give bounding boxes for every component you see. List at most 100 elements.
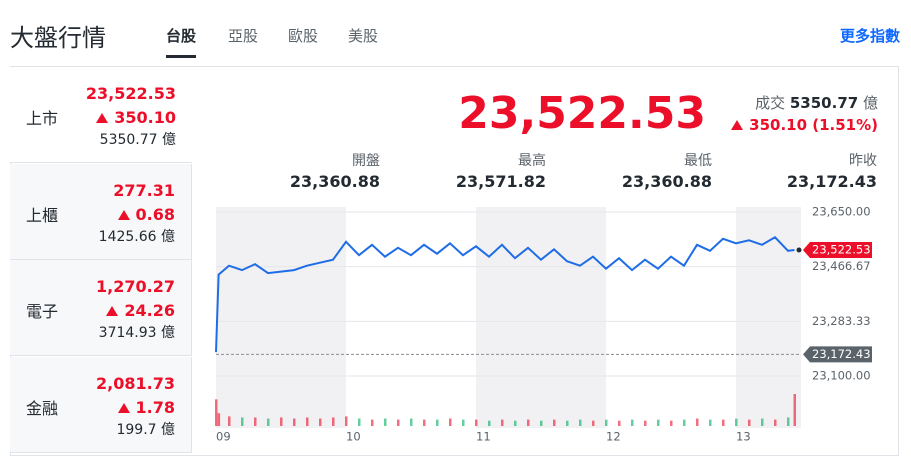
x-tick-label: 11 (476, 430, 491, 444)
volume-bar (748, 419, 751, 426)
y-tick-label: 23,283.33 (812, 314, 871, 328)
volume-bar (384, 418, 387, 426)
up-icon (96, 113, 109, 123)
session-band (216, 207, 346, 428)
change-text: 24.26 (124, 301, 175, 320)
x-tick-label: 10 (346, 430, 361, 444)
volume-bar (241, 417, 244, 426)
volume-bar (657, 419, 660, 426)
page-title: 大盤行情 (10, 24, 106, 52)
stat-value: 23,360.88 (621, 172, 712, 191)
quote-turnover: 成交 5350.77 億 (755, 92, 878, 113)
volume-bar (540, 420, 543, 426)
up-icon (106, 306, 119, 316)
volume-bar (228, 416, 231, 426)
volume-bar (696, 418, 699, 426)
reference-tag (803, 346, 872, 363)
volume-bar (787, 417, 790, 426)
volume-bar (280, 417, 283, 426)
session-band (736, 207, 801, 428)
up-icon (117, 209, 130, 220)
volume-bar (735, 418, 738, 426)
quote-change: 350.10 (1.51%) (731, 116, 878, 134)
item-price: 277.31 (113, 180, 175, 200)
volume-bar (462, 419, 465, 426)
volume-bar (345, 416, 348, 426)
quote-price: 23,522.53 (458, 88, 706, 139)
sidebar-item[interactable]: 上櫃 277.31 0.68 1425.66 億 (10, 163, 192, 260)
volume-bar (683, 419, 686, 426)
volume-bar (449, 418, 452, 426)
item-name: 金融 (26, 398, 59, 418)
session-band (476, 207, 606, 428)
volume-bar (358, 418, 361, 426)
up-icon (731, 120, 744, 130)
price-line (215, 236, 795, 353)
volume-bar (293, 418, 296, 426)
volume-bar (579, 419, 582, 426)
volume-bar (371, 419, 374, 426)
more-link[interactable]: 更多指數 (839, 27, 900, 45)
turnover-value: 5350.77 (789, 94, 859, 112)
change-text: 0.68 (135, 204, 175, 224)
volume-bar (644, 420, 647, 426)
tab[interactable]: 歐股 (288, 27, 319, 45)
last-price-label: 23,522.53 (812, 243, 871, 257)
stat-label: 開盤 (352, 153, 380, 169)
volume-bar (501, 419, 504, 426)
volume-bar (527, 419, 530, 426)
volume-bar (488, 420, 491, 426)
volume-bar (475, 419, 478, 426)
tab[interactable]: 美股 (348, 27, 379, 45)
y-tick-label: 23,466.67 (812, 259, 871, 273)
stat-value: 23,571.82 (455, 172, 546, 191)
stat-label: 昨收 (849, 153, 877, 169)
volume-bar (267, 418, 270, 426)
volume-bar (215, 399, 218, 426)
x-tick-label: 12 (606, 430, 621, 444)
y-tick-label: 23,100.00 (812, 369, 871, 383)
change-text: 350.10 (1.51%) (749, 116, 878, 134)
up-icon (117, 402, 130, 413)
volume-bar (410, 418, 413, 426)
volume-bar (631, 419, 634, 426)
item-change: 1.78 (117, 398, 175, 417)
sidebar-item[interactable]: 電子 1,270.27 24.26 3714.93 億 (10, 260, 192, 356)
item-turnover: 3714.93 億 (98, 325, 175, 341)
item-name: 電子 (26, 302, 59, 321)
volume-bar (423, 419, 426, 426)
y-tick-label: 23,650.00 (812, 205, 871, 219)
volume-bar (332, 417, 335, 426)
sidebar-item[interactable]: 金融 2,081.73 1.78 199.7 億 (10, 356, 192, 453)
item-turnover: 5350.77 億 (99, 132, 176, 148)
turnover-unit: 億 (862, 94, 878, 112)
volume-bar (514, 420, 517, 426)
item-name: 上櫃 (26, 205, 59, 225)
stat-label: 最高 (518, 153, 546, 169)
stat-label: 最低 (684, 153, 712, 169)
tab[interactable]: 台股 (166, 25, 197, 58)
volume-bar (618, 420, 621, 426)
item-turnover: 1425.66 億 (98, 228, 175, 245)
volume-bar (254, 417, 257, 426)
volume-bar (722, 419, 725, 426)
volume-bar (306, 417, 309, 426)
reference-label: 23,172.43 (812, 347, 871, 361)
volume-bar (217, 413, 221, 426)
sidebar-item[interactable]: 上市 23,522.53 350.10 5350.77 億 (10, 67, 192, 163)
volume-bar (605, 419, 608, 426)
tab[interactable]: 亞股 (228, 27, 259, 45)
volume-bar (592, 420, 595, 426)
volume-bar (436, 419, 439, 426)
item-price: 1,270.27 (96, 277, 175, 296)
volume-bar (793, 394, 796, 426)
turnover-label: 成交 (755, 94, 786, 112)
stat-value: 23,360.88 (289, 172, 380, 191)
volume-bar (670, 420, 673, 426)
stat-value: 23,172.43 (786, 172, 877, 191)
item-change: 24.26 (106, 301, 175, 320)
volume-bar (709, 419, 712, 426)
volume-bar (319, 418, 322, 426)
